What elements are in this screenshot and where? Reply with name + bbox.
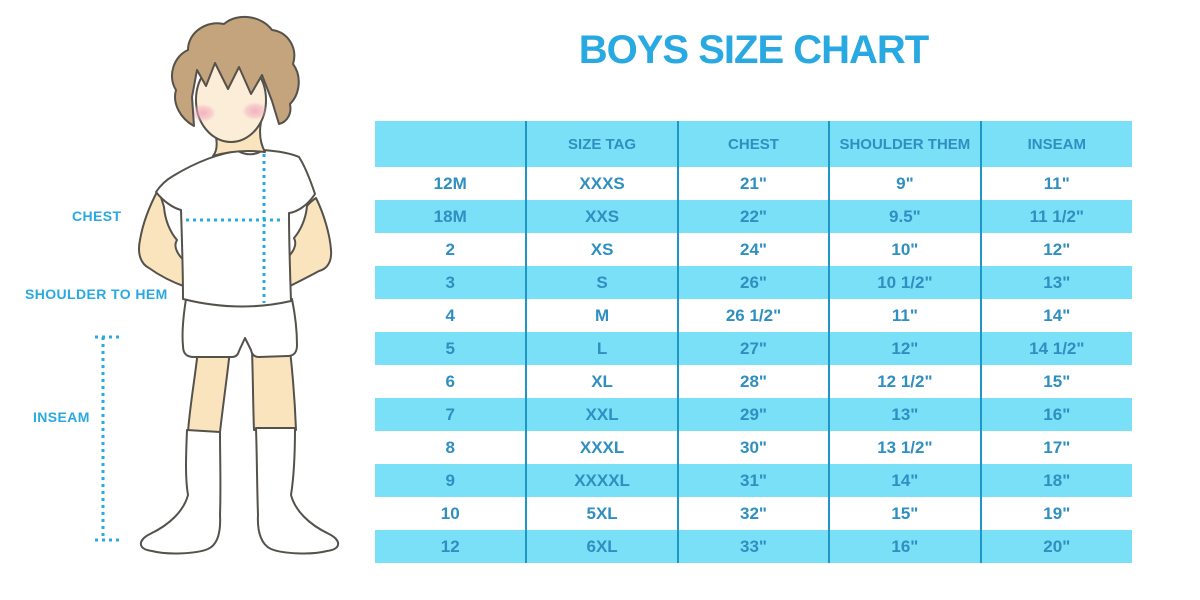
column-header-chest: CHEST	[677, 121, 831, 167]
table-cell: 13"	[980, 266, 1132, 299]
column-header-size	[375, 121, 528, 167]
column-header-shoulder-them: SHOULDER THEM	[829, 121, 982, 167]
shoulder-to-hem-measure-label: SHOULDER TO HEM	[25, 286, 168, 302]
table-cell: 17"	[980, 431, 1132, 464]
boy-cheek-left	[190, 104, 216, 122]
table-row: 4 M 26 1/2" 11" 14"	[375, 299, 1132, 332]
table-cell: L	[526, 332, 679, 365]
table-cell: 9.5"	[829, 200, 982, 233]
boy-socks	[139, 427, 340, 555]
table-cell: 12"	[980, 233, 1132, 266]
table-cell: XL	[526, 365, 679, 398]
table-cell: 11"	[980, 167, 1132, 200]
table-cell: 16"	[829, 530, 982, 563]
table-cell: 6XL	[526, 530, 679, 563]
column-header-inseam: INSEAM	[980, 121, 1132, 167]
table-row: 5 L 27" 12" 14 1/2"	[375, 332, 1132, 365]
table-cell: 30"	[677, 431, 831, 464]
table-cell: 24"	[677, 233, 831, 266]
table-cell: 5XL	[526, 497, 679, 530]
table-cell: XXS	[526, 200, 679, 233]
table-cell: 14"	[829, 464, 982, 497]
table-row: 12 6XL 33" 16" 20"	[375, 530, 1132, 563]
table-cell: 7	[375, 398, 528, 431]
table-cell: 27"	[677, 332, 831, 365]
table-cell: XXXL	[526, 431, 679, 464]
table-cell: 18"	[980, 464, 1132, 497]
table-cell: 33"	[677, 530, 831, 563]
table-cell: 10"	[829, 233, 982, 266]
size-chart-table-header: SIZE TAG CHEST SHOULDER THEM INSEAM	[375, 121, 1132, 167]
boy-legs	[187, 349, 297, 433]
table-row: 9 XXXXL 31" 14" 18"	[375, 464, 1132, 497]
table-cell: 14 1/2"	[980, 332, 1132, 365]
table-cell: 4	[375, 299, 528, 332]
table-cell: 2	[375, 233, 528, 266]
table-row: 18M XXS 22" 9.5" 11 1/2"	[375, 200, 1132, 233]
table-cell: 11 1/2"	[980, 200, 1132, 233]
table-row: 7 XXL 29" 13" 16"	[375, 398, 1132, 431]
table-row: 10 5XL 32" 15" 19"	[375, 497, 1132, 530]
table-cell: 11"	[829, 299, 982, 332]
table-row: 8 XXXL 30" 13 1/2" 17"	[375, 431, 1132, 464]
table-cell: 10 1/2"	[829, 266, 982, 299]
table-cell: XS	[526, 233, 679, 266]
table-cell: 6	[375, 365, 528, 398]
table-cell: 15"	[829, 497, 982, 530]
table-cell: XXXS	[526, 167, 679, 200]
column-header-size-tag: SIZE TAG	[526, 121, 679, 167]
table-cell: 31"	[677, 464, 831, 497]
table-cell: 12 1/2"	[829, 365, 982, 398]
table-cell: 14"	[980, 299, 1132, 332]
boy-shirt	[155, 149, 316, 308]
table-cell: 9	[375, 464, 528, 497]
table-row: 3 S 26" 10 1/2" 13"	[375, 266, 1132, 299]
table-cell: 12M	[375, 167, 528, 200]
table-cell: 12"	[829, 332, 982, 365]
table-header-row: SIZE TAG CHEST SHOULDER THEM INSEAM	[375, 121, 1132, 167]
table-cell: M	[526, 299, 679, 332]
table-cell: 10	[375, 497, 528, 530]
table-cell: 19"	[980, 497, 1132, 530]
table-cell: 9"	[829, 167, 982, 200]
table-row: 2 XS 24" 10" 12"	[375, 233, 1132, 266]
inseam-measure-line	[95, 335, 119, 542]
table-cell: 5	[375, 332, 528, 365]
size-chart-table-body: 12M XXXS 21" 9" 11" 18M XXS 22" 9.5" 11 1/2" 2 XS 24…	[375, 167, 1132, 563]
table-cell: 3	[375, 266, 528, 299]
table-cell: 16"	[980, 398, 1132, 431]
boy-shorts	[181, 298, 298, 358]
table-cell: 29"	[677, 398, 831, 431]
table-cell: 8	[375, 431, 528, 464]
table-cell: 32"	[677, 497, 831, 530]
table-cell: XXXXL	[526, 464, 679, 497]
table-row: 12M XXXS 21" 9" 11"	[375, 167, 1132, 200]
size-chart-table: SIZE TAG CHEST SHOULDER THEM INSEAM 12M XXXS…	[375, 121, 1132, 563]
boy-cheek-right	[242, 102, 268, 120]
table-cell: 13"	[829, 398, 982, 431]
table-cell: 13 1/2"	[829, 431, 982, 464]
table-cell: 12	[375, 530, 528, 563]
table-cell: 15"	[980, 365, 1132, 398]
page-title: BOYS SIZE CHART	[578, 28, 929, 72]
inseam-measure-label: INSEAM	[33, 409, 90, 425]
table-cell: S	[526, 266, 679, 299]
table-cell: 26 1/2"	[677, 299, 831, 332]
table-row: 6 XL 28" 12 1/2" 15"	[375, 365, 1132, 398]
table-cell: 28"	[677, 365, 831, 398]
table-cell: XXL	[526, 398, 679, 431]
boy-figure-illustration	[95, 15, 340, 555]
chest-measure-label: CHEST	[72, 208, 122, 224]
table-cell: 20"	[980, 530, 1132, 563]
boy-hair	[171, 15, 300, 127]
table-cell: 22"	[677, 200, 831, 233]
table-cell: 26"	[677, 266, 831, 299]
table-cell: 18M	[375, 200, 528, 233]
boy-arms	[138, 189, 333, 288]
table-cell: 21"	[677, 167, 831, 200]
